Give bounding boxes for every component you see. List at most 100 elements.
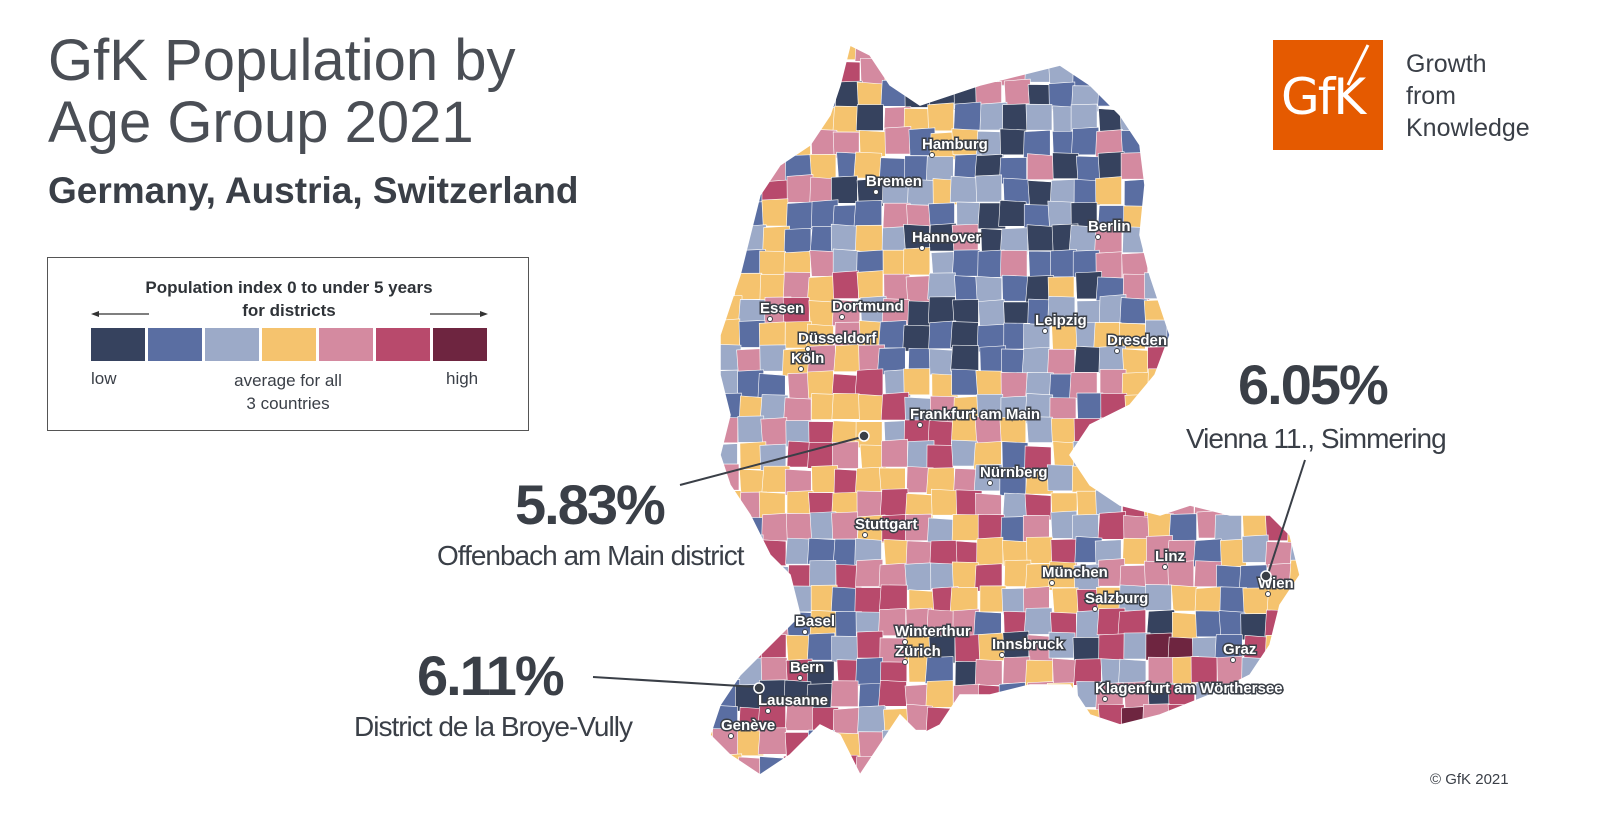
district-cell (1290, 251, 1300, 280)
district-cell (929, 751, 956, 775)
district-cell (783, 397, 812, 425)
district-cell (1123, 515, 1150, 542)
district-cell (1050, 249, 1077, 278)
district-cell (809, 154, 837, 181)
city-label: Hannover (912, 229, 981, 246)
district-cell (710, 345, 719, 373)
city-dot (929, 152, 935, 158)
district-cell (975, 753, 1003, 775)
city-dot (902, 639, 908, 645)
district-cell (926, 444, 954, 472)
district-cell (710, 128, 739, 155)
district-cell (1046, 682, 1074, 710)
district-cell (1047, 348, 1075, 376)
legend-swatch (433, 328, 487, 361)
district-cell (715, 178, 743, 206)
district-cell (737, 81, 765, 110)
district-cell (1148, 151, 1176, 179)
district-cell (1098, 417, 1127, 445)
district-cell (1265, 275, 1295, 303)
district-cell (1216, 56, 1243, 85)
district-cell (713, 753, 743, 775)
district-cell (1288, 130, 1300, 158)
district-cell (998, 199, 1027, 227)
district-cell (1243, 108, 1271, 135)
district-cell (1003, 78, 1031, 108)
district-cell (1165, 297, 1194, 326)
district-cell (716, 203, 743, 231)
district-cell (951, 249, 981, 277)
district-cell (1312, 127, 1330, 154)
district-cell (878, 320, 907, 349)
district-cell (927, 272, 956, 300)
city-dot (873, 189, 879, 195)
district-cell (1310, 35, 1330, 58)
city-label: Berlin (1088, 218, 1131, 235)
city-dot (1102, 696, 1108, 702)
district-cell (857, 705, 886, 734)
district-cell (1240, 59, 1267, 87)
district-cell (1095, 176, 1122, 205)
district-cell (1290, 178, 1300, 207)
district-cell (761, 198, 789, 227)
district-cell (739, 468, 766, 496)
district-cell (734, 611, 762, 639)
district-cell (1118, 584, 1147, 612)
district-cell (1192, 318, 1221, 347)
district-cell (1166, 45, 1195, 64)
district-cell (710, 632, 718, 660)
district-cell (1312, 683, 1330, 709)
district-cell (1097, 781, 1124, 785)
district-cell (1002, 103, 1029, 132)
district-cell (1047, 200, 1075, 228)
district-cell (710, 751, 715, 775)
district-cell (710, 683, 719, 711)
district-cell (927, 517, 956, 545)
district-cell (735, 131, 762, 158)
district-cell (1316, 658, 1330, 684)
district-cell (951, 561, 979, 589)
district-cell (1073, 45, 1101, 59)
district-cell (924, 656, 954, 684)
city-label: Köln (791, 350, 824, 367)
district-cell (758, 54, 786, 83)
district-cell (930, 488, 958, 516)
gfk-logo: GfK (1273, 40, 1383, 150)
district-cell (1237, 251, 1267, 278)
district-cell (715, 632, 743, 661)
district-cell (1171, 584, 1198, 612)
legend-swatch (91, 328, 145, 361)
city-dot (1095, 234, 1101, 240)
district-cell (1075, 779, 1103, 785)
district-cell (1172, 612, 1199, 639)
district-cell (710, 246, 716, 275)
district-cell (782, 128, 811, 158)
district-cell (1194, 177, 1222, 204)
district-cell (1286, 84, 1300, 111)
city-dot (1265, 591, 1271, 597)
district-cell (1217, 754, 1244, 775)
district-cell (1243, 129, 1270, 156)
district-cell (903, 247, 931, 276)
district-cell (1194, 273, 1223, 300)
district-cell (1146, 79, 1175, 107)
district-cell (1216, 705, 1243, 733)
district-cell (1142, 703, 1170, 731)
district-cell (978, 706, 1005, 736)
district-cell (1213, 274, 1242, 302)
district-cell (1315, 637, 1330, 663)
district-cell (1002, 177, 1030, 205)
district-cell (1171, 778, 1198, 785)
city-dot (1230, 657, 1236, 663)
city-dot (1042, 328, 1048, 334)
district-cell (710, 106, 738, 134)
district-cell (787, 779, 813, 785)
district-cell (1045, 728, 1074, 757)
city-label: Essen (760, 300, 804, 317)
city-label: Salzburg (1085, 590, 1148, 607)
district-cell (1288, 228, 1300, 256)
city-dot (728, 733, 734, 739)
district-cell (951, 368, 979, 396)
district-cell (1145, 394, 1173, 422)
district-cell (1241, 273, 1270, 300)
